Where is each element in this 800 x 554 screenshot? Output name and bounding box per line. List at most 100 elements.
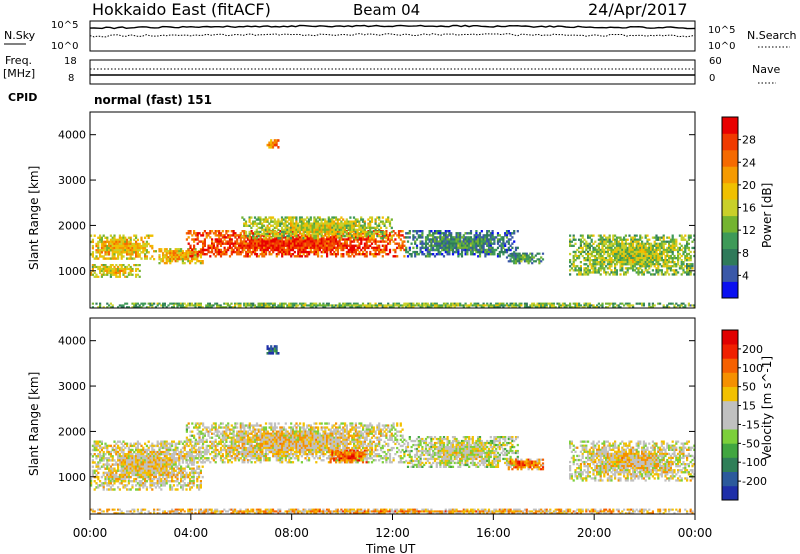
heatmap-cell [660,246,663,250]
heatmap-cell [516,254,519,257]
heatmap-cell [437,232,440,235]
heatmap-cell [95,486,98,489]
heatmap-cell [410,302,413,305]
heatmap-cell [673,304,676,307]
heatmap-cell [313,238,316,241]
heatmap-cell [334,216,338,219]
heatmap-cell [91,244,94,248]
heatmap-cell [482,236,485,239]
heatmap-cell [316,237,320,240]
heatmap-cell [315,222,318,225]
heatmap-cell [590,244,593,247]
heatmap-cell [271,141,275,145]
heatmap-cell [682,261,685,264]
heatmap-cell [630,257,633,260]
heatmap-cell [329,230,332,234]
heatmap-cell [117,446,120,450]
heatmap-cell [327,232,330,236]
heatmap-cell [259,222,262,225]
heatmap-cell [149,234,152,237]
heatmap-cell [466,244,469,247]
heatmap-cell [590,240,593,243]
heatmap-cell [275,236,278,239]
heatmap-cell [198,260,201,263]
heatmap-cell [424,302,428,305]
heatmap-cell [455,246,458,250]
heatmap-cell [333,226,336,230]
heatmap-cell [108,271,111,274]
heatmap-cell [181,304,184,307]
heatmap-cell [315,302,318,305]
heatmap-cell [230,250,233,254]
heatmap-cell [207,244,210,247]
heatmap-cell [621,257,624,260]
heatmap-cell [202,248,205,252]
heatmap-cell [527,258,530,261]
heatmap-cell [293,216,296,219]
heatmap-cell [318,304,321,307]
heatmap-cell [135,484,138,487]
heatmap-cell [171,302,174,305]
heatmap-cell [268,306,271,309]
heatmap-cell [405,304,408,307]
heatmap-cell [349,220,352,223]
heatmap-cell [254,240,257,243]
heatmap-cell [345,222,348,225]
heatmap-cell [451,302,455,305]
heatmap-cell [592,261,595,264]
heatmap-cell [388,306,392,309]
heatmap-cell [370,306,374,309]
heatmap-cell [158,250,161,253]
heatmap-cell [478,248,482,252]
heatmap-cell [486,232,489,235]
heatmap-cell [615,259,618,262]
heatmap-cell [118,469,121,472]
heatmap-cell [511,304,514,307]
heatmap-cell [129,469,132,472]
heatmap-cell [309,216,312,219]
heatmap-cell [504,304,507,307]
heatmap-cell [365,226,368,230]
heatmap-cell [246,302,249,305]
heatmap-cell [111,238,114,242]
heatmap-cell [486,230,489,233]
heatmap-cell [569,304,572,307]
heatmap-cell [117,457,120,460]
heatmap-cell [331,304,334,307]
heatmap-cell [140,455,143,458]
heatmap-cell [311,224,314,227]
heatmap-cell [140,467,143,470]
heatmap-cell [338,222,341,225]
heatmap-cell [333,232,336,236]
heatmap-cell [415,232,419,235]
heatmap-cell [97,249,100,252]
heatmap-cell [437,230,440,233]
heatmap-cell [156,440,159,443]
heatmap-cell [687,252,690,256]
heatmap-cell [192,248,195,251]
heatmap-cell [252,234,255,238]
heatmap-cell [185,306,188,309]
heatmap-cell [610,257,613,260]
heatmap-cell [325,226,329,230]
heatmap-cell [388,224,392,227]
heatmap-cell [140,461,143,464]
heatmap-cell [632,306,635,309]
heatmap-cell [135,240,138,244]
heatmap-cell [374,302,377,305]
heatmap-cell [628,304,631,307]
heatmap-cell [135,480,138,483]
heatmap-cell [457,248,460,252]
heatmap-cell [309,226,312,230]
heatmap-cell [385,232,388,235]
heatmap-cell [451,246,455,250]
heatmap-cell [336,304,339,307]
heatmap-cell [579,261,582,264]
heatmap-cell [99,238,102,242]
heatmap-cell [435,306,438,309]
heatmap-cell [597,238,600,241]
heatmap-cell [135,488,138,491]
heatmap-cell [199,260,202,263]
heatmap-cell [588,252,591,256]
heatmap-cell [392,234,395,237]
